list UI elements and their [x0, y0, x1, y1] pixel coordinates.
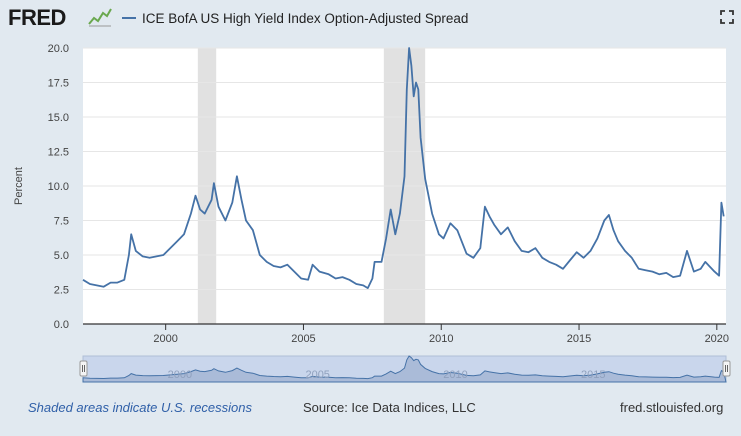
fullscreen-icon[interactable] — [720, 10, 734, 24]
x-tick-label: 2005 — [291, 333, 315, 345]
y-tick-label: 15.0 — [48, 112, 69, 124]
navigator-tick-label: 2000 — [168, 369, 192, 381]
y-tick-label: 17.5 — [48, 78, 69, 90]
fred-line-graph-icon — [88, 7, 112, 27]
navigator-left-handle[interactable] — [79, 360, 88, 377]
y-axis-title: Percent — [13, 167, 25, 205]
chart-header: FRED ICE BofA US High Yield Index Option… — [0, 0, 741, 36]
x-tick-label: 2020 — [705, 333, 729, 345]
y-tick-label: 5.0 — [54, 250, 69, 262]
x-tick-label: 2015 — [567, 333, 591, 345]
legend-swatch — [122, 17, 136, 19]
navigator-tick-label: 2010 — [443, 369, 467, 381]
fred-site-link[interactable]: fred.stlouisfed.org — [620, 400, 724, 415]
navigator-tick-label: 2015 — [581, 369, 605, 381]
recession-note: Shaded areas indicate U.S. recessions — [28, 400, 253, 415]
legend-label: ICE BofA US High Yield Index Option-Adju… — [142, 10, 469, 26]
x-tick-label: 2010 — [429, 333, 453, 345]
series-line — [82, 47, 725, 290]
navigator-right-handle[interactable] — [722, 360, 731, 377]
chart-area: 0.0 2.5 5.0 7.5 10.0 12.5 15.0 17.5 20.0 2000 200… — [13, 43, 731, 383]
y-tick-label: 7.5 — [54, 216, 69, 228]
y-tick-label: 12.5 — [48, 147, 69, 159]
y-tick-label: 0.0 — [54, 319, 69, 331]
y-tick-label: 20.0 — [48, 43, 69, 55]
legend-item[interactable]: ICE BofA US High Yield Index Option-Adju… — [122, 9, 468, 27]
x-tick-label: 2000 — [153, 333, 177, 345]
navigator-tick-label: 2005 — [305, 369, 329, 381]
y-tick-label: 10.0 — [48, 181, 69, 193]
navigator-series — [82, 355, 727, 383]
source-text: Source: Ice Data Indices, LLC — [303, 400, 476, 415]
fred-logo[interactable]: FRED — [8, 5, 66, 30]
y-tick-label: 2.5 — [54, 285, 69, 297]
